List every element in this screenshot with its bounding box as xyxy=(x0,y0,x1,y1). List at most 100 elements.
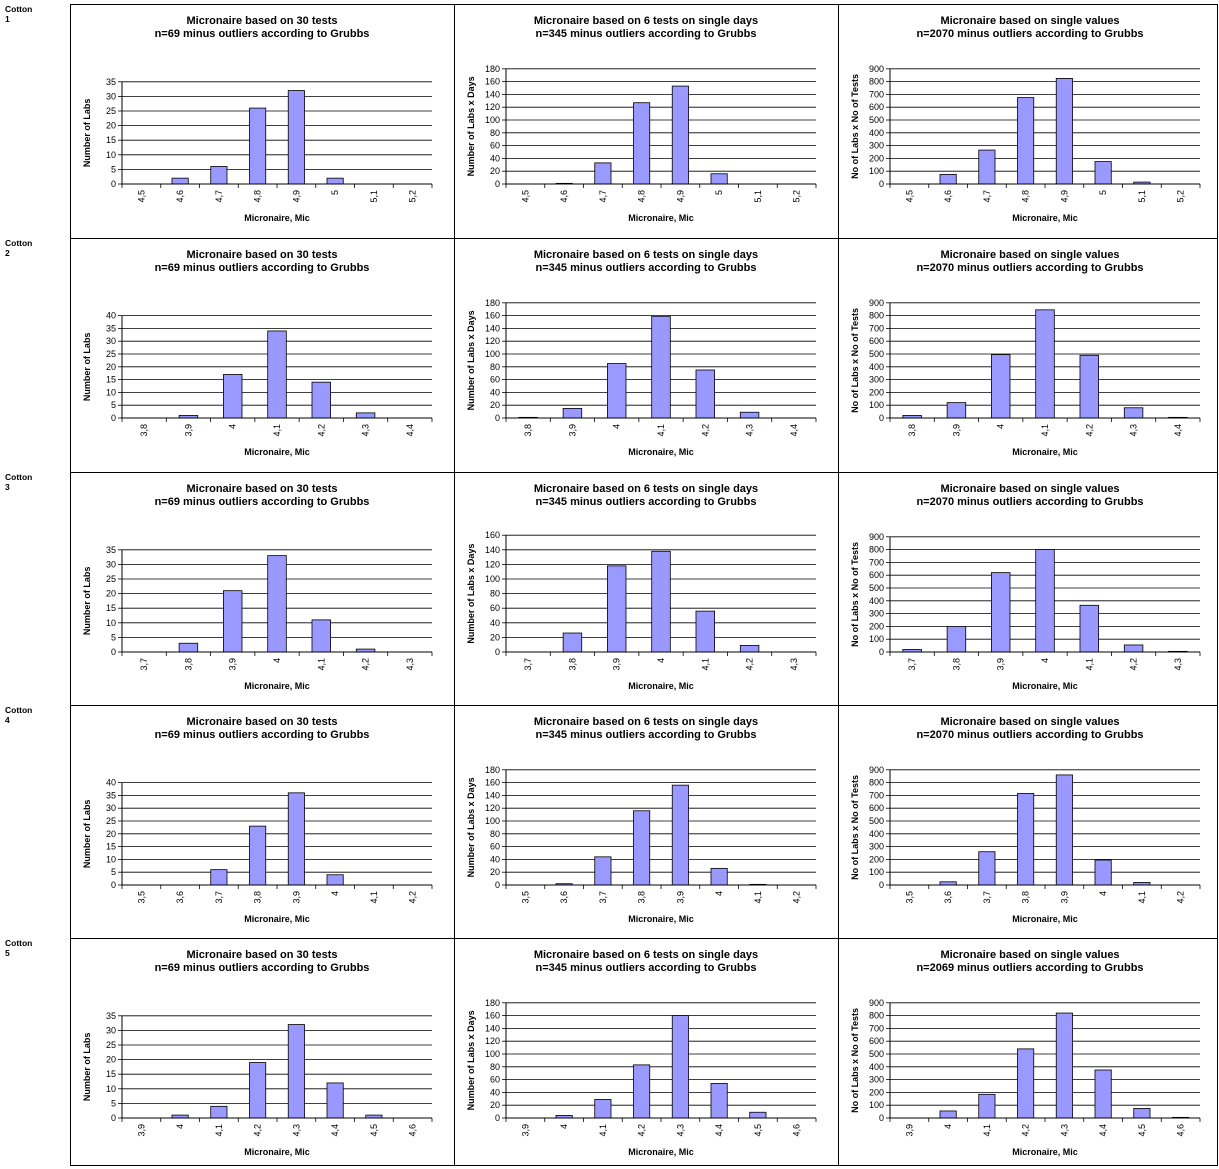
y-tick-label: 800 xyxy=(869,77,884,87)
bar xyxy=(1094,859,1112,886)
y-tick-label: 120 xyxy=(485,559,500,569)
x-axis-label: Micronaire, Mic xyxy=(1012,681,1078,691)
bar xyxy=(1123,407,1144,419)
y-tick-label: 180 xyxy=(485,765,500,775)
y-tick-label: 25 xyxy=(106,106,116,116)
y-tick-label: 15 xyxy=(106,1069,116,1079)
x-tick-label: 3,8 xyxy=(183,658,193,671)
y-tick-label: 40 xyxy=(490,618,500,628)
y-axis-label: Number of Labs xyxy=(82,99,92,168)
chart-title-line: Micronaire based on 6 tests on single da… xyxy=(534,949,758,961)
x-tick-label: 4,5 xyxy=(904,190,914,203)
y-tick-label: 5 xyxy=(111,1098,116,1108)
x-tick-label: 3,8 xyxy=(951,658,961,671)
bar xyxy=(171,177,189,185)
y-tick-label: 160 xyxy=(485,778,500,788)
x-tick-label: 3,9 xyxy=(228,658,238,671)
x-tick-label: 3,5 xyxy=(904,891,914,904)
bar xyxy=(651,315,671,419)
x-tick-label: 4,8 xyxy=(637,190,647,203)
x-tick-label: 4,3 xyxy=(675,1124,685,1137)
y-tick-label: 80 xyxy=(490,829,500,839)
bar xyxy=(633,1064,651,1119)
x-tick-label: 3,8 xyxy=(907,424,917,437)
chart-title-line: n=2069 minus outliers according to Grubb… xyxy=(916,962,1143,974)
chart-title-line: Micronaire based on 30 tests xyxy=(187,949,338,961)
y-tick-label: 0 xyxy=(495,1113,500,1123)
y-tick-label: 700 xyxy=(869,1023,884,1033)
x-tick-label: 4,3 xyxy=(1059,1124,1069,1137)
x-tick-label: 4,6 xyxy=(792,1124,802,1137)
x-tick-label: 4,1 xyxy=(1040,424,1050,437)
y-tick-label: 20 xyxy=(106,589,116,599)
y-tick-label: 30 xyxy=(106,336,116,346)
y-tick-label: 100 xyxy=(869,166,884,176)
y-tick-label: 120 xyxy=(485,336,500,346)
bar xyxy=(739,645,760,653)
chart-r2-c2: Micronaire based on 6 tests on single da… xyxy=(466,249,817,457)
y-tick-label: 140 xyxy=(485,323,500,333)
y-tick-label: 180 xyxy=(485,64,500,74)
y-tick-label: 800 xyxy=(869,1011,884,1021)
chart-title-line: Micronaire based on 6 tests on single da… xyxy=(534,716,758,728)
chart-title-line: Micronaire based on single values xyxy=(940,15,1119,27)
y-tick-label: 160 xyxy=(485,311,500,321)
y-tick-label: 100 xyxy=(869,634,884,644)
y-tick-label: 30 xyxy=(106,91,116,101)
x-tick-label: 3,8 xyxy=(523,424,533,437)
bar xyxy=(210,166,228,185)
x-axis-label: Micronaire, Mic xyxy=(628,681,694,691)
bar xyxy=(210,1105,228,1119)
y-tick-label: 600 xyxy=(869,102,884,112)
x-tick-label: 4 xyxy=(330,891,340,896)
chart-title-line: Micronaire based on single values xyxy=(940,249,1119,261)
x-tick-label: 3,9 xyxy=(136,1124,146,1137)
y-tick-label: 25 xyxy=(106,574,116,584)
x-tick-label: 4,1 xyxy=(700,658,710,671)
x-tick-label: 5 xyxy=(1098,190,1108,195)
x-tick-label: 4,3 xyxy=(405,658,415,671)
chart-r4-c2: Micronaire based on 6 tests on single da… xyxy=(466,716,817,924)
bar xyxy=(710,1083,728,1119)
y-tick-label: 5 xyxy=(111,632,116,642)
x-tick-label: 4,1 xyxy=(214,1124,224,1137)
x-axis-label: Micronaire, Mic xyxy=(1012,213,1078,223)
x-tick-label: 4,1 xyxy=(316,658,326,671)
x-tick-label: 3,9 xyxy=(567,424,577,437)
bar xyxy=(267,555,287,653)
y-tick-label: 60 xyxy=(490,1075,500,1085)
y-tick-label: 40 xyxy=(490,387,500,397)
y-tick-label: 40 xyxy=(490,854,500,864)
bar xyxy=(607,363,627,419)
y-tick-label: 140 xyxy=(485,790,500,800)
bar xyxy=(287,792,305,886)
y-tick-label: 300 xyxy=(869,609,884,619)
y-axis-label: No of Labs x No of Tests xyxy=(850,775,860,880)
y-tick-label: 40 xyxy=(490,1087,500,1097)
chart-title-line: n=345 minus outliers according to Grubbs xyxy=(536,262,757,274)
y-tick-label: 900 xyxy=(869,998,884,1008)
bar xyxy=(1094,161,1112,185)
x-tick-label: 3,7 xyxy=(598,891,608,904)
bar xyxy=(1094,1069,1112,1119)
bar xyxy=(946,402,967,419)
chart-r4-c3: Micronaire based on single valuesn=2070 … xyxy=(850,716,1201,924)
bar xyxy=(249,1062,267,1119)
chart-title-line: n=345 minus outliers according to Grubbs xyxy=(536,729,757,741)
y-tick-label: 30 xyxy=(106,803,116,813)
y-tick-label: 10 xyxy=(106,618,116,628)
bar xyxy=(978,1093,996,1119)
x-tick-label: 3,9 xyxy=(291,891,301,904)
bar xyxy=(1017,1048,1035,1119)
x-tick-label: 4 xyxy=(175,1124,185,1129)
x-tick-label: 4 xyxy=(272,658,282,663)
bar xyxy=(267,330,287,419)
bar xyxy=(978,149,996,185)
x-tick-label: 4 xyxy=(943,1124,953,1129)
y-tick-label: 700 xyxy=(869,89,884,99)
chart-title-line: Micronaire based on 6 tests on single da… xyxy=(534,249,758,261)
y-tick-label: 30 xyxy=(106,1025,116,1035)
y-tick-label: 30 xyxy=(106,559,116,569)
x-tick-label: 4,3 xyxy=(291,1124,301,1137)
